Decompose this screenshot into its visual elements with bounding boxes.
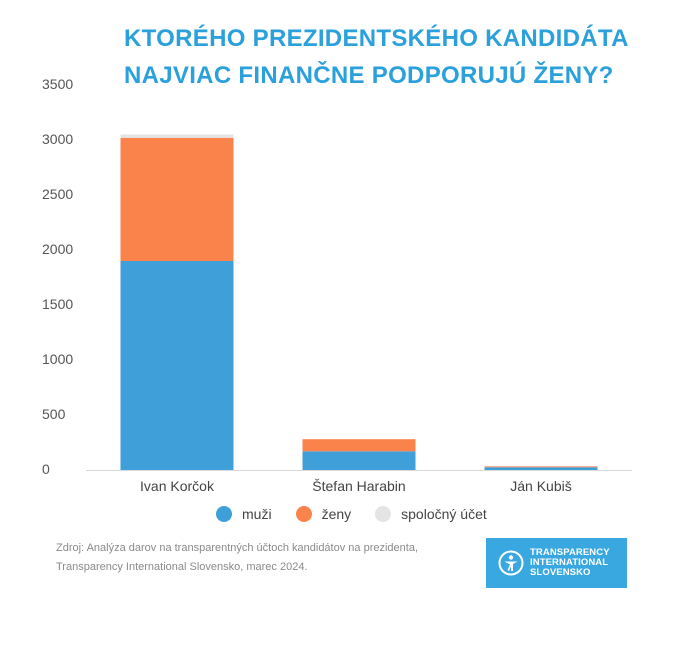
y-tick-label: 3000 xyxy=(42,131,73,147)
bar-segment xyxy=(120,134,234,138)
transparency-international-icon xyxy=(498,550,524,576)
y-tick-label: 2000 xyxy=(42,241,73,257)
bar-segment xyxy=(302,439,416,452)
legend-label: muži xyxy=(242,506,272,522)
y-tick-label: 2500 xyxy=(42,186,73,202)
legend-label: ženy xyxy=(321,506,352,522)
bar-segment xyxy=(484,467,598,470)
y-tick-label: 1000 xyxy=(42,351,73,367)
x-tick-label: Ján Kubiš xyxy=(510,478,571,494)
legend-item: ženy xyxy=(295,506,352,522)
bar-segment xyxy=(120,261,234,470)
logo-line-3: SLOVENSKO xyxy=(530,567,591,578)
legend-marker xyxy=(295,506,312,522)
transparency-international-logo: TRANSPARENCY INTERNATIONAL SLOVENSKO xyxy=(486,538,627,588)
chart-title: KTORÉHO PREZIDENTSKÉHO KANDIDÁTA NAJVIAC… xyxy=(124,20,684,94)
chart-legend: muži ženy spoločný účet xyxy=(216,504,511,524)
legend-marker xyxy=(375,506,392,522)
source-line-2: Transparency International Slovensko, ma… xyxy=(56,561,308,573)
y-tick-label: 0 xyxy=(42,461,50,477)
legend-item: muži xyxy=(216,506,272,522)
x-tick-label: Štefan Harabin xyxy=(312,478,405,494)
legend-item: spoločný účet xyxy=(375,506,487,522)
bar-chart: 0 500 1000 1500 2000 2500 3000 3500 Ivan Korčok Š… xyxy=(42,76,632,494)
source-line-1: Zdroj: Analýza darov na transparentných … xyxy=(56,542,419,554)
source-note: Zdroj: Analýza darov na transparentných … xyxy=(56,539,476,577)
chart-title-line-2: NAJVIAC FINANČNE PODPORUJÚ ŽENY? xyxy=(124,62,614,89)
bar-segment xyxy=(484,466,598,468)
y-tick-label: 1500 xyxy=(42,296,73,312)
logo-line-1: TRANSPARENCY xyxy=(530,547,610,558)
legend-label: spoločný účet xyxy=(401,506,487,522)
y-tick-label: 3500 xyxy=(42,76,73,92)
logo-line-2: INTERNATIONAL xyxy=(530,557,609,568)
chart-title-line-1: KTORÉHO PREZIDENTSKÉHO KANDIDÁTA xyxy=(124,25,629,52)
bar-segment xyxy=(302,451,416,470)
bar-segment xyxy=(120,137,234,261)
y-tick-label: 500 xyxy=(42,406,66,422)
legend-marker xyxy=(216,506,232,522)
x-tick-label: Ivan Korčok xyxy=(140,478,215,494)
